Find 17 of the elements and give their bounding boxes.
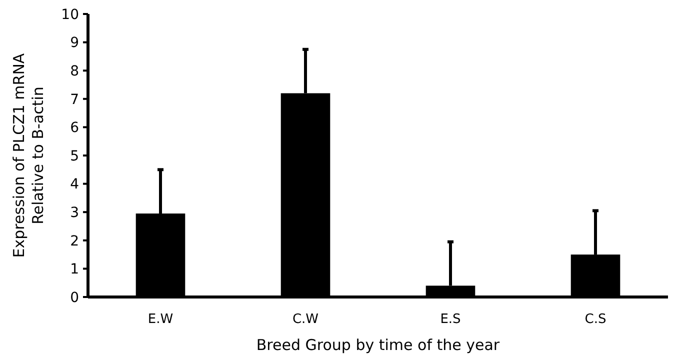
y-tick-label: 10 <box>61 6 79 23</box>
y-tick-label: 0 <box>70 290 79 306</box>
y-tick-label: 2 <box>70 233 79 250</box>
y-axis-title: Expression of PLCZ1 mRNA Relative to B-actin <box>10 52 47 258</box>
x-axis-title: Breed Group by time of the year <box>256 336 500 354</box>
x-tick-label: E.S <box>440 312 461 327</box>
y-tick-label: 6 <box>70 120 80 136</box>
y-tick-label: 3 <box>70 205 79 221</box>
x-tick-label: C.W <box>292 312 319 327</box>
y-tick-label: 8 <box>70 64 79 80</box>
y-tick-label: 7 <box>70 92 79 108</box>
y-tick-label: 5 <box>70 148 79 164</box>
y-tick-label: 4 <box>70 176 80 193</box>
x-tick-label: C.S <box>584 312 606 327</box>
x-tick-label: E.W <box>148 312 174 327</box>
y-tick-label: 9 <box>70 35 79 52</box>
y-tick-label: 1 <box>70 262 79 278</box>
